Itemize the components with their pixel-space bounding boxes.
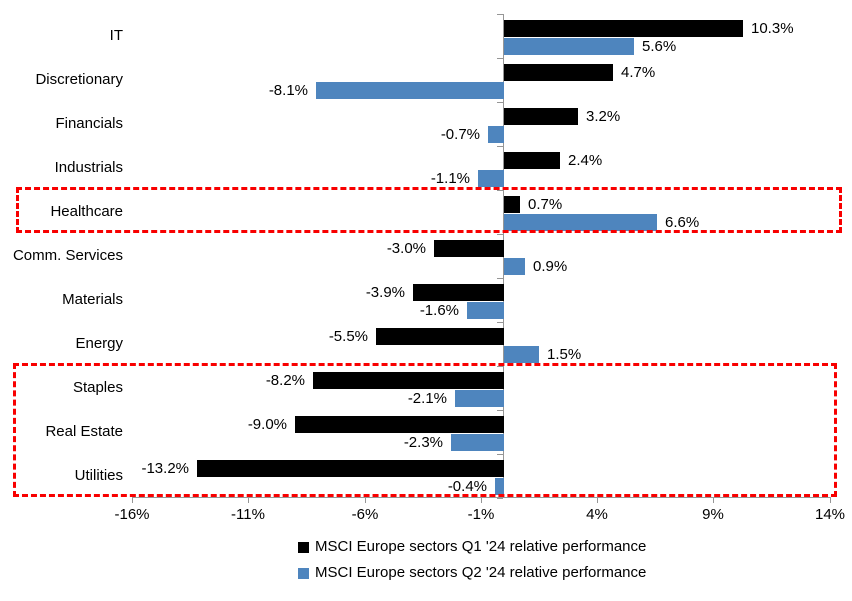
legend-item-q1: MSCI Europe sectors Q1 '24 relative perf… bbox=[298, 539, 646, 555]
y-axis-tick bbox=[497, 102, 503, 103]
bar-q1-discretionary bbox=[504, 64, 613, 81]
value-label-q1-comm-services: -3.0% bbox=[386, 240, 426, 257]
category-label-utilities: Utilities bbox=[74, 467, 123, 484]
category-label-materials: Materials bbox=[62, 291, 123, 308]
x-tick-label-1: -11% bbox=[231, 506, 265, 523]
value-label-q1-real-estate: -9.0% bbox=[247, 416, 287, 433]
value-label-q2-real-estate: -2.3% bbox=[403, 434, 443, 451]
value-label-q2-financials: -0.7% bbox=[440, 126, 480, 143]
bar-q2-utilities bbox=[495, 478, 504, 495]
bar-q1-healthcare bbox=[504, 196, 520, 213]
legend-label-q1: MSCI Europe sectors Q1 '24 relative perf… bbox=[315, 538, 647, 555]
value-label-q2-industrials: -1.1% bbox=[430, 170, 470, 187]
x-axis-tick bbox=[481, 497, 482, 503]
bar-q1-comm-services bbox=[434, 240, 504, 257]
y-axis-tick bbox=[497, 278, 503, 279]
category-label-real-estate: Real Estate bbox=[45, 423, 123, 440]
highlight-box-staples-real-estate-utilities bbox=[13, 363, 837, 497]
bar-q2-materials bbox=[467, 302, 504, 319]
x-tick-label-5: 9% bbox=[702, 506, 724, 523]
value-label-q1-financials: 3.2% bbox=[586, 108, 621, 125]
bar-q2-energy bbox=[504, 346, 539, 363]
value-label-q1-staples: -8.2% bbox=[265, 372, 305, 389]
y-axis-tick bbox=[497, 146, 503, 147]
bar-q2-staples bbox=[455, 390, 504, 407]
y-axis-tick bbox=[497, 498, 503, 499]
y-axis-tick bbox=[497, 454, 503, 455]
x-tick-label-0: -16% bbox=[114, 506, 150, 523]
bar-q1-materials bbox=[413, 284, 504, 301]
y-axis-tick bbox=[497, 234, 503, 235]
category-label-it: IT bbox=[109, 27, 123, 44]
value-label-q2-energy: 1.5% bbox=[547, 346, 582, 363]
value-label-q2-materials: -1.6% bbox=[419, 302, 459, 319]
bar-q2-real-estate bbox=[451, 434, 504, 451]
bar-q1-it bbox=[504, 20, 743, 37]
bar-q2-healthcare bbox=[504, 214, 657, 231]
y-axis-tick bbox=[497, 14, 503, 15]
y-axis-tick bbox=[497, 58, 503, 59]
x-axis-tick bbox=[365, 497, 366, 503]
value-label-q1-industrials: 2.4% bbox=[568, 152, 603, 169]
x-tick-label-4: 4% bbox=[586, 506, 608, 523]
category-label-healthcare: Healthcare bbox=[50, 203, 123, 220]
value-label-q1-healthcare: 0.7% bbox=[528, 196, 563, 213]
legend-swatch-q1-icon bbox=[298, 541, 309, 553]
x-tick-label-3: -1% bbox=[467, 506, 495, 523]
legend-label-q2: MSCI Europe sectors Q2 '24 relative perf… bbox=[315, 564, 647, 581]
category-label-financials: Financials bbox=[55, 115, 123, 132]
bar-q1-real-estate bbox=[295, 416, 504, 433]
value-label-q1-materials: -3.9% bbox=[365, 284, 405, 301]
value-label-q2-healthcare: 6.6% bbox=[665, 214, 700, 231]
value-label-q1-energy: -5.5% bbox=[328, 328, 368, 345]
category-label-energy: Energy bbox=[75, 335, 123, 352]
bar-q1-utilities bbox=[197, 460, 504, 477]
bar-q2-discretionary bbox=[316, 82, 504, 99]
bar-q2-industrials bbox=[478, 170, 504, 187]
value-label-q1-discretionary: 4.7% bbox=[621, 64, 656, 81]
y-axis-tick bbox=[497, 366, 503, 367]
bar-q2-comm-services bbox=[504, 258, 525, 275]
value-label-q2-staples: -2.1% bbox=[407, 390, 447, 407]
legend-swatch-q2-icon bbox=[298, 567, 309, 579]
y-axis-tick bbox=[497, 190, 503, 191]
bar-q1-energy bbox=[376, 328, 504, 345]
category-label-industrials: Industrials bbox=[54, 159, 123, 176]
x-axis-tick bbox=[132, 497, 133, 503]
value-label-q2-comm-services: 0.9% bbox=[533, 258, 568, 275]
value-label-q2-discretionary: -8.1% bbox=[268, 82, 308, 99]
value-label-q1-it: 10.3% bbox=[751, 20, 794, 37]
value-label-q2-utilities: -0.4% bbox=[447, 478, 487, 495]
category-label-comm-services: Comm. Services bbox=[12, 247, 123, 264]
x-axis-tick bbox=[713, 497, 714, 503]
bar-q1-staples bbox=[313, 372, 504, 389]
y-axis-tick bbox=[497, 410, 503, 411]
highlight-box-healthcare bbox=[16, 187, 842, 233]
value-label-q2-it: 5.6% bbox=[642, 38, 677, 55]
x-axis-tick bbox=[597, 497, 598, 503]
bar-q2-it bbox=[504, 38, 634, 55]
bar-q2-financials bbox=[488, 126, 504, 143]
category-label-discretionary: Discretionary bbox=[35, 71, 123, 88]
bar-q1-industrials bbox=[504, 152, 560, 169]
bar-q1-financials bbox=[504, 108, 578, 125]
y-axis-tick bbox=[497, 322, 503, 323]
category-label-staples: Staples bbox=[72, 379, 123, 396]
value-label-q1-utilities: -13.2% bbox=[141, 460, 189, 477]
x-axis-tick bbox=[830, 497, 831, 503]
legend-item-q2: MSCI Europe sectors Q2 '24 relative perf… bbox=[298, 565, 646, 581]
x-axis-tick bbox=[248, 497, 249, 503]
x-tick-label-6: 14% bbox=[814, 506, 846, 523]
x-tick-label-2: -6% bbox=[351, 506, 379, 523]
